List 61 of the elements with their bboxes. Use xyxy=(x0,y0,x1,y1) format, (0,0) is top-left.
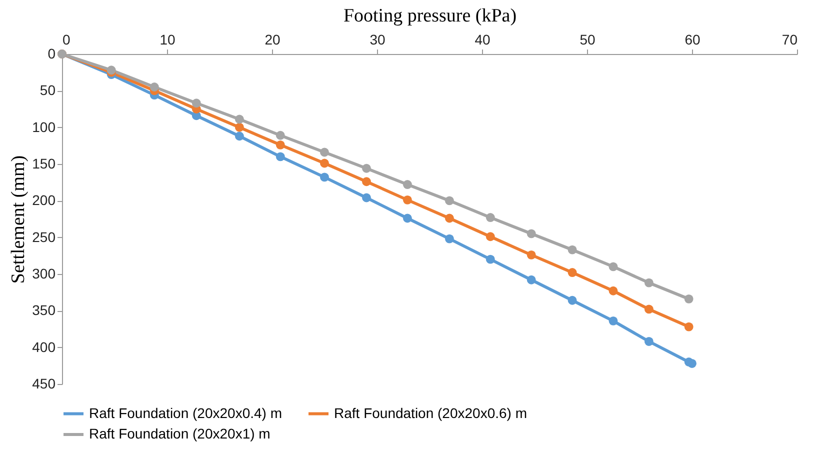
point xyxy=(608,286,618,296)
point xyxy=(192,98,201,108)
point xyxy=(526,250,536,260)
y-tick-label: 100 xyxy=(32,118,56,135)
point xyxy=(444,234,454,244)
point xyxy=(684,294,694,304)
point xyxy=(486,254,495,264)
point xyxy=(276,130,285,140)
point xyxy=(276,140,285,150)
point xyxy=(486,232,495,242)
point xyxy=(234,122,244,132)
x-axis-title: Footing pressure (kPa) xyxy=(343,6,517,26)
point xyxy=(362,177,371,186)
point xyxy=(688,359,696,368)
point xyxy=(320,172,329,182)
point xyxy=(568,268,577,277)
point xyxy=(608,262,618,272)
point xyxy=(234,114,244,124)
point xyxy=(486,213,495,222)
x-tick-label: 20 xyxy=(264,32,280,48)
y-tick-label: 450 xyxy=(32,376,56,392)
point xyxy=(362,164,371,173)
x-tick-label: 50 xyxy=(580,32,596,48)
y-tick-label: 300 xyxy=(32,266,56,282)
x-tick-label: 10 xyxy=(160,32,176,48)
y-axis-title: Settlement (mm) xyxy=(8,155,30,284)
point xyxy=(644,337,654,346)
y-tick-label: 50 xyxy=(40,82,56,98)
point xyxy=(568,245,577,254)
x-tick-label: 70 xyxy=(782,32,798,48)
point xyxy=(402,214,412,223)
point xyxy=(684,322,694,332)
legend-label: Raft Foundation (20x20x0.6) m xyxy=(334,404,527,421)
point xyxy=(320,158,329,168)
y-tick-label: 0 xyxy=(48,46,56,62)
y-tick-label: 200 xyxy=(32,192,56,208)
point xyxy=(644,278,654,288)
legend-label: Raft Foundation (20x20x1) m xyxy=(89,426,270,442)
point xyxy=(644,304,654,314)
x-tick-label: 60 xyxy=(684,32,700,48)
point xyxy=(234,132,244,141)
point xyxy=(526,229,536,238)
point xyxy=(444,214,454,223)
point xyxy=(320,148,329,157)
point xyxy=(608,316,618,326)
y-tick-label: 400 xyxy=(32,338,56,355)
x-tick-label: 40 xyxy=(474,32,490,48)
point xyxy=(362,193,371,202)
point xyxy=(276,152,285,162)
y-tick-label: 250 xyxy=(32,228,56,245)
legend-label: Raft Foundation (20x20x0.4) m xyxy=(89,404,282,421)
point xyxy=(526,275,536,284)
point xyxy=(402,195,412,204)
point xyxy=(444,196,454,206)
x-tick-label: 30 xyxy=(370,32,386,48)
y-tick-label: 350 xyxy=(32,302,56,318)
point xyxy=(568,296,577,305)
y-tick-label: 150 xyxy=(32,156,56,172)
x-tick-label: 0 xyxy=(62,32,70,48)
point xyxy=(150,82,159,92)
point xyxy=(402,180,412,189)
